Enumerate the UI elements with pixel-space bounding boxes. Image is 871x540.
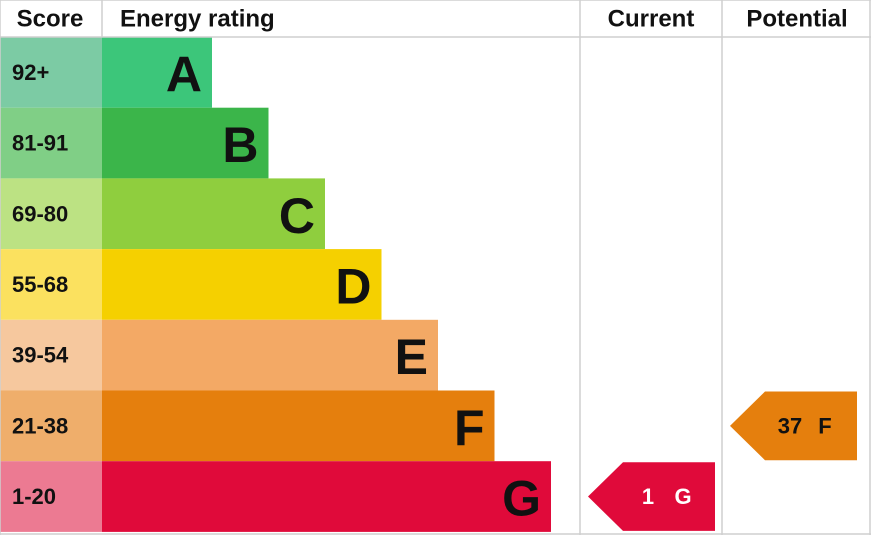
current-letter: G [674, 484, 691, 509]
score-label: 1-20 [12, 484, 56, 509]
header-current: Current [608, 6, 695, 33]
header-potential: Potential [746, 6, 847, 33]
header-rating: Energy rating [120, 6, 275, 33]
score-label: 21-38 [12, 413, 68, 438]
potential-score: 37 [778, 413, 802, 438]
current-arrow [588, 462, 715, 531]
score-cell [0, 178, 102, 250]
potential-arrow [730, 391, 857, 461]
current-score: 1 [642, 484, 654, 509]
score-label: 55-68 [12, 272, 68, 297]
rating-bar [102, 461, 551, 532]
score-cell [0, 390, 102, 462]
score-label: 39-54 [12, 343, 69, 368]
rating-letter: B [222, 117, 258, 173]
score-label: 81-91 [12, 131, 68, 156]
score-cell [0, 249, 102, 320]
score-cell [0, 461, 102, 532]
rating-letter: G [502, 471, 541, 527]
score-cell [0, 319, 102, 391]
rating-bar [102, 319, 438, 391]
rating-bar [102, 178, 325, 250]
score-cell [0, 107, 102, 179]
score-label: 92+ [12, 60, 49, 85]
rating-letter: F [454, 400, 485, 456]
rating-letter: C [279, 188, 315, 244]
rating-letter: A [166, 46, 202, 102]
rating-bar [102, 249, 382, 320]
rating-letter: E [395, 329, 428, 385]
potential-letter: F [818, 413, 831, 438]
score-cell [0, 37, 102, 108]
rating-letter: D [335, 258, 371, 314]
rating-bar [102, 37, 212, 108]
header-score: Score [17, 6, 84, 33]
rating-bar [102, 390, 495, 462]
rating-bar [102, 107, 269, 179]
score-label: 69-80 [12, 201, 68, 226]
